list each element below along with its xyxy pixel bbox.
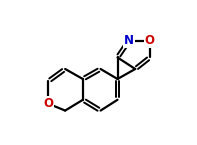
Text: O: O — [43, 97, 53, 110]
Text: N: N — [124, 34, 134, 47]
Text: O: O — [145, 34, 155, 47]
